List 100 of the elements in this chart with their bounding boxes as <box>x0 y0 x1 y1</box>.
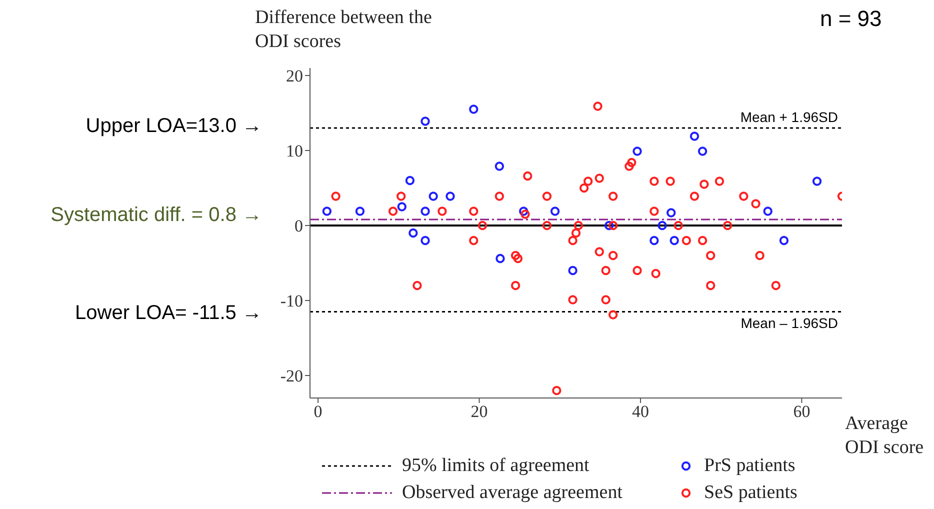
point <box>608 310 618 320</box>
point <box>650 236 659 246</box>
text: Observed average agreement <box>402 482 622 504</box>
point <box>812 176 822 186</box>
point <box>739 192 748 201</box>
point <box>698 146 708 156</box>
point <box>494 192 504 201</box>
point <box>568 236 578 246</box>
text: Lower LOA= -11.5 → <box>75 302 262 325</box>
point <box>751 199 760 208</box>
point <box>571 228 581 238</box>
point <box>396 192 406 201</box>
point <box>355 206 365 216</box>
point <box>523 171 532 181</box>
point <box>568 295 578 304</box>
point <box>542 220 552 230</box>
point <box>542 192 552 201</box>
point <box>420 236 430 246</box>
point <box>779 236 789 246</box>
point <box>494 162 504 171</box>
point <box>469 104 478 114</box>
point <box>397 202 406 212</box>
point <box>624 162 634 171</box>
point <box>388 206 398 216</box>
point <box>700 180 709 189</box>
x-tick-label: 60 <box>793 402 810 422</box>
point <box>714 176 724 186</box>
point <box>670 236 679 246</box>
point <box>469 206 478 216</box>
x-tick-label: 20 <box>470 402 488 422</box>
point <box>690 192 700 201</box>
x-tick-label: 40 <box>632 402 649 422</box>
point <box>690 132 700 141</box>
point <box>593 102 602 111</box>
point <box>771 280 781 290</box>
ref-line-label: Mean – 1.96SD <box>740 314 838 331</box>
y-tick-label: 10 <box>286 142 303 161</box>
point <box>698 236 708 246</box>
point <box>438 206 447 216</box>
point <box>650 176 659 186</box>
x-axis-title: Average ODI score <box>845 412 925 460</box>
point <box>608 250 618 260</box>
point <box>755 250 764 260</box>
point <box>666 208 676 218</box>
y-tick-label: 20 <box>286 66 303 86</box>
text: 95% limits of agreement <box>402 455 590 477</box>
point <box>632 266 642 276</box>
point <box>627 158 636 168</box>
point <box>446 192 455 201</box>
point <box>574 220 584 230</box>
text: n = 93 <box>820 6 882 32</box>
text: Upper LOA=13.0 → <box>86 115 262 138</box>
point <box>763 206 772 216</box>
point <box>722 220 732 230</box>
point <box>579 183 589 193</box>
ref-line-label: Mean + 1.96SD <box>740 108 838 125</box>
point <box>405 176 415 186</box>
y-axis-title: Difference between the ODI scores <box>255 6 433 54</box>
point <box>513 254 523 264</box>
point <box>666 176 675 186</box>
point <box>682 236 692 246</box>
point <box>706 280 716 290</box>
text: Systematic diff. = 0.8 → <box>50 204 262 227</box>
y-tick-label: -20 <box>280 366 303 386</box>
point <box>428 192 438 201</box>
point <box>408 228 418 238</box>
point <box>601 266 610 276</box>
point <box>594 174 604 183</box>
point <box>608 220 618 230</box>
point <box>658 220 667 230</box>
point <box>469 236 478 246</box>
point <box>520 210 530 219</box>
point <box>420 116 430 126</box>
point <box>650 206 659 216</box>
point <box>519 206 528 216</box>
point <box>331 192 340 201</box>
point <box>674 220 683 230</box>
point <box>608 192 618 201</box>
y-tick-label: -10 <box>280 292 303 311</box>
point <box>632 146 642 156</box>
legend-label: PrS patients <box>704 455 796 477</box>
y-tick-label: 0 <box>294 216 303 236</box>
point <box>550 206 560 216</box>
point <box>322 206 332 216</box>
point <box>412 280 422 290</box>
x-tick-label: 0 <box>314 402 322 422</box>
point <box>478 220 488 230</box>
point <box>510 280 520 290</box>
point <box>706 250 716 260</box>
point <box>552 386 562 396</box>
legend-label: SeS patients <box>704 482 798 504</box>
point <box>420 206 430 216</box>
point <box>651 268 660 278</box>
point <box>601 295 610 304</box>
point <box>510 250 520 260</box>
point <box>496 254 505 264</box>
point <box>568 266 578 276</box>
point <box>594 247 604 256</box>
point <box>604 220 614 230</box>
point <box>583 176 593 186</box>
